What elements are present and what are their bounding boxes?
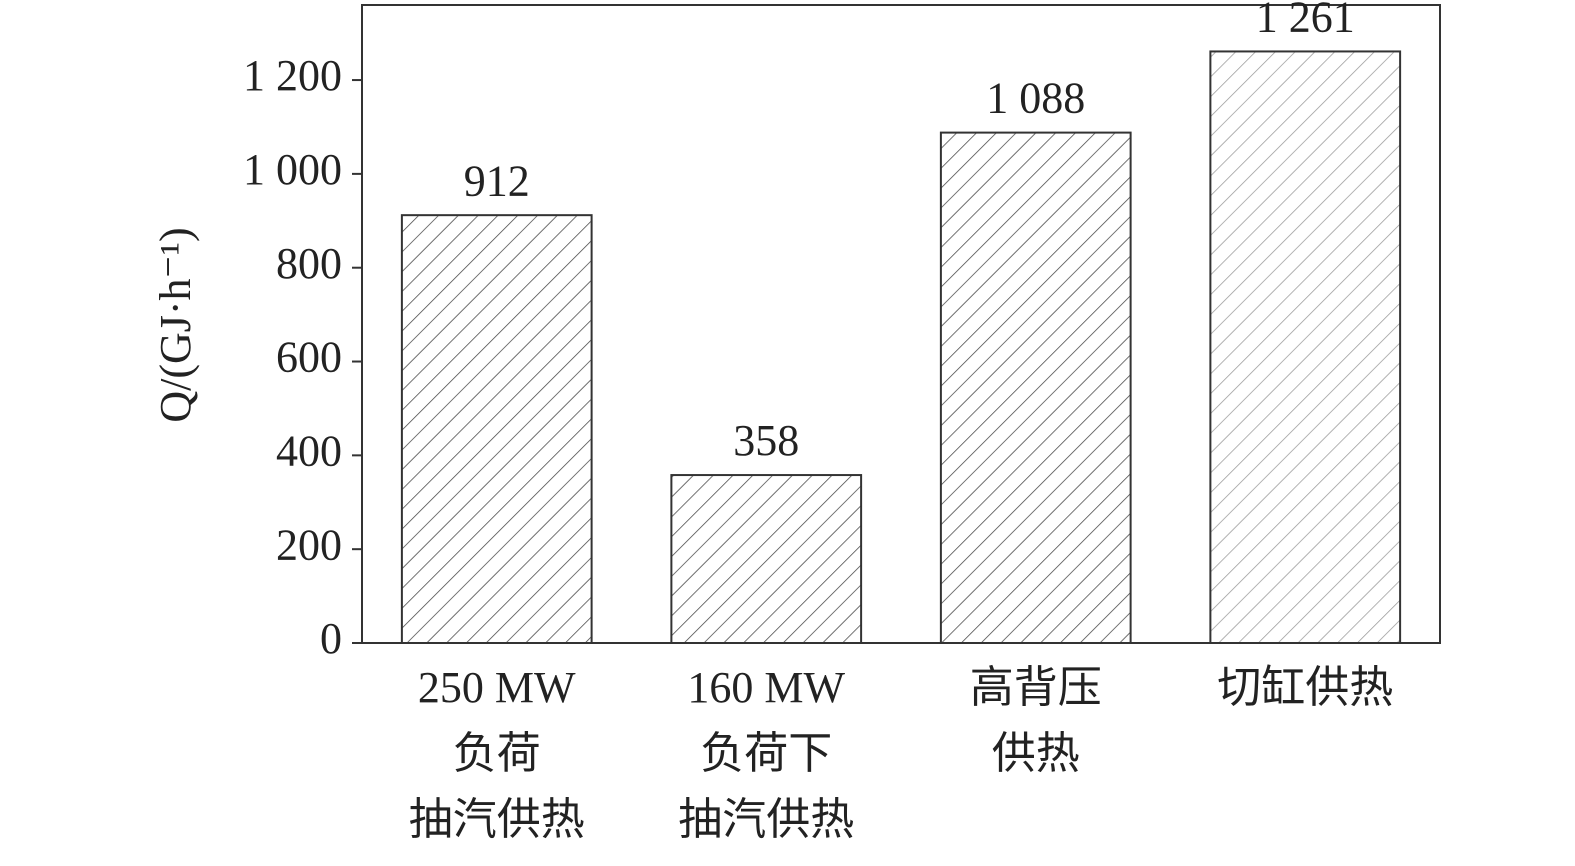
y-tick-label: 600 [276, 333, 342, 382]
x-tick-label: 负荷下 [700, 729, 832, 778]
bar [670, 474, 863, 644]
value-label: 912 [464, 156, 530, 205]
x-tick-label: 负荷 [453, 729, 541, 778]
bar [1209, 50, 1402, 645]
plot-frame [361, 4, 1441, 644]
x-tick-label: 切缸供热 [1217, 663, 1393, 712]
x-tick-label: 高背压 [970, 663, 1102, 712]
y-tick-label: 1 000 [243, 145, 342, 194]
y-tick-label: 0 [320, 614, 342, 663]
bar [939, 131, 1132, 644]
value-label: 1 261 [1256, 0, 1355, 42]
value-label: 1 088 [986, 74, 1085, 123]
bar [400, 214, 593, 644]
y-tick-label: 800 [276, 239, 342, 288]
y-axis-label: Q/(GJ·h⁻¹) [151, 227, 200, 422]
y-tick-label: 1 200 [243, 51, 342, 100]
x-tick-label: 160 MW [687, 663, 845, 712]
value-label: 358 [733, 416, 799, 465]
y-tick-label: 200 [276, 520, 342, 569]
x-tick-label: 抽汽供热 [678, 795, 854, 844]
x-tick-label: 供热 [992, 729, 1080, 778]
x-tick-label: 250 MW [418, 663, 576, 712]
x-tick-label: 抽汽供热 [409, 795, 585, 844]
y-tick-label: 400 [276, 426, 342, 475]
